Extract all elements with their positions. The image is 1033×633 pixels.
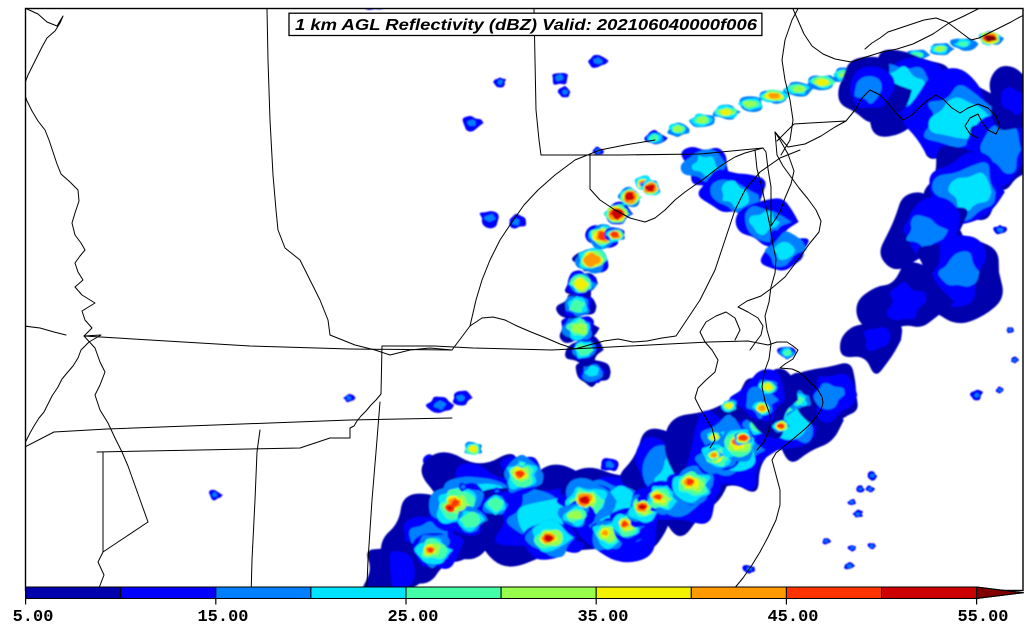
- svg-text:45.00: 45.00: [767, 608, 818, 627]
- svg-text:35.00: 35.00: [577, 608, 628, 627]
- svg-text:15.00: 15.00: [197, 608, 248, 627]
- svg-text:25.00: 25.00: [387, 608, 438, 627]
- svg-text:55.00: 55.00: [957, 608, 1008, 627]
- svg-text:1 km AGL Reflectivity (dBZ) Va: 1 km AGL Reflectivity (dBZ) Valid: 20210…: [295, 17, 757, 34]
- svg-text:5.00: 5.00: [13, 608, 54, 627]
